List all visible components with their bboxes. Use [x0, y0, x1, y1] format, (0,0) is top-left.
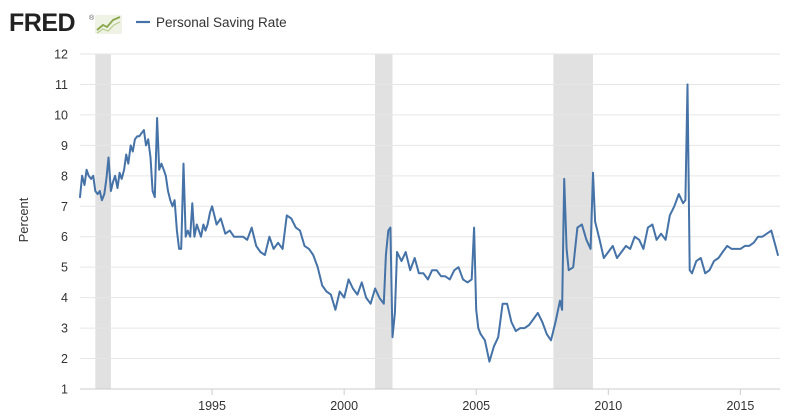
- x-tick-label-2015: 2015: [726, 399, 754, 413]
- recession-bands: [95, 54, 593, 389]
- recession-band-0: [95, 54, 111, 389]
- y-axis-label: Percent: [16, 197, 31, 242]
- y-tick-label-12: 12: [54, 48, 68, 62]
- recession-band-1: [375, 54, 393, 389]
- x-axis-ticks: 1995 2000 2005 2010 2015: [80, 388, 780, 413]
- series-layer: [79, 83, 779, 363]
- y-tick-label-8: 8: [61, 169, 68, 183]
- y-tick-label-10: 10: [54, 108, 68, 122]
- y-tick-label-3: 3: [61, 322, 68, 336]
- x-tick-label-1995: 1995: [198, 399, 226, 413]
- y-tick-label-1: 1: [61, 383, 68, 397]
- legend-label: Personal Saving Rate: [156, 15, 287, 30]
- series-line-0: [79, 83, 779, 363]
- recession-band-2: [553, 54, 593, 389]
- y-tick-label-6: 6: [61, 230, 68, 244]
- y-tick-label-4: 4: [61, 291, 68, 305]
- y-tick-label-7: 7: [61, 200, 68, 214]
- x-tick-label-2000: 2000: [330, 399, 358, 413]
- y-tick-label-2: 2: [61, 352, 68, 366]
- y-tick-label-9: 9: [61, 139, 68, 153]
- gridlines: [80, 53, 780, 390]
- x-tick-label-2010: 2010: [594, 399, 622, 413]
- y-tick-label-11: 11: [55, 78, 68, 92]
- y-tick-label-5: 5: [61, 261, 68, 275]
- registered-mark: ®: [89, 14, 95, 22]
- fred-logo-text: FRED: [9, 9, 75, 37]
- fred-logo[interactable]: FRED ®: [9, 9, 122, 37]
- x-tick-label-2005: 2005: [462, 399, 490, 413]
- legend: Personal Saving Rate: [136, 15, 287, 30]
- fred-graph-icon: [95, 15, 122, 34]
